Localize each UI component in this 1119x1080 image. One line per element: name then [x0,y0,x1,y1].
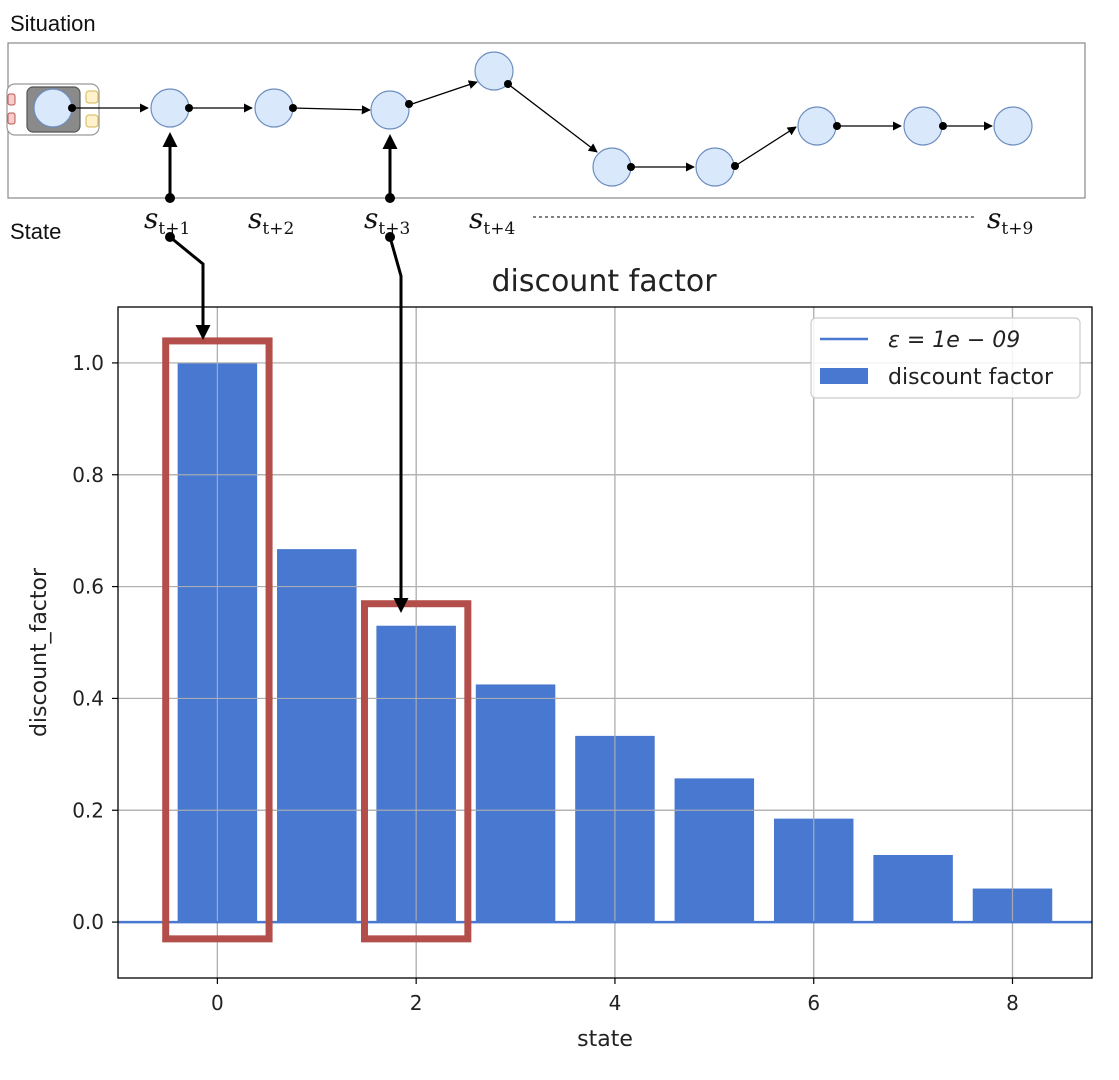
y-tick-label: 0.8 [72,463,104,487]
trajectory-node [695,147,735,187]
highlight-boxes [162,337,472,943]
highlight-box-state-2 [360,600,472,943]
trajectory-node [903,106,943,146]
agent-car-icon [6,83,100,136]
y-tick-label: 0.0 [72,910,104,934]
state-label-t9: st+9 [987,202,1033,239]
legend-bar-label: discount factor [888,365,1054,390]
y-tick-label: 0.4 [72,686,104,710]
x-tick-label: 4 [609,991,622,1015]
trajectory-node [474,51,514,91]
legend-epsilon-label: ε = 1e − 09 [888,328,1020,353]
x-tick-label: 6 [807,991,820,1015]
y-tick-label: 0.2 [72,798,104,822]
bar-state-3 [475,684,556,923]
state-pointer-arrows [162,132,398,198]
state-to-bar-arrows [169,235,409,613]
bar-state-7 [873,854,953,923]
x-axis-title: state [577,1027,633,1052]
trajectory-node [993,106,1033,146]
trajectory-node [592,147,632,187]
x-tick-label: 2 [410,991,423,1015]
y-tick-label: 1.0 [72,351,104,375]
x-tick-label: 8 [1006,991,1019,1015]
situation-label: Situation [10,11,96,36]
trajectory-node [370,90,410,130]
y-axis-title: discount_factor [27,567,52,737]
trajectory-edges [72,80,993,172]
chart-ticks: 0 2 4 6 8 0.0 0.2 0.4 0.6 0.8 1.0 [72,351,1019,1015]
state-label: State [10,219,61,244]
trajectory-node [254,88,294,128]
y-tick-label: 0.6 [72,575,104,599]
trajectory-nodes [150,51,1033,187]
chart-bars [118,307,1092,978]
bar-state-1 [277,549,357,923]
legend-frame [810,317,1081,399]
bar-state-5 [674,778,755,923]
state-label-t4: st+4 [469,202,515,239]
x-tick-label: 0 [211,991,224,1015]
trajectory-node [797,106,837,146]
highlight-box-state-0 [162,337,273,943]
legend-bar-swatch [820,368,868,384]
chart-legend: ε = 1e − 09 discount factor [810,317,1081,399]
plot-frame [117,306,1093,979]
trajectory-node [150,88,190,128]
chart-title: discount factor [491,264,717,299]
state-label-t2: st+2 [248,202,294,239]
edge-dots [68,80,947,171]
